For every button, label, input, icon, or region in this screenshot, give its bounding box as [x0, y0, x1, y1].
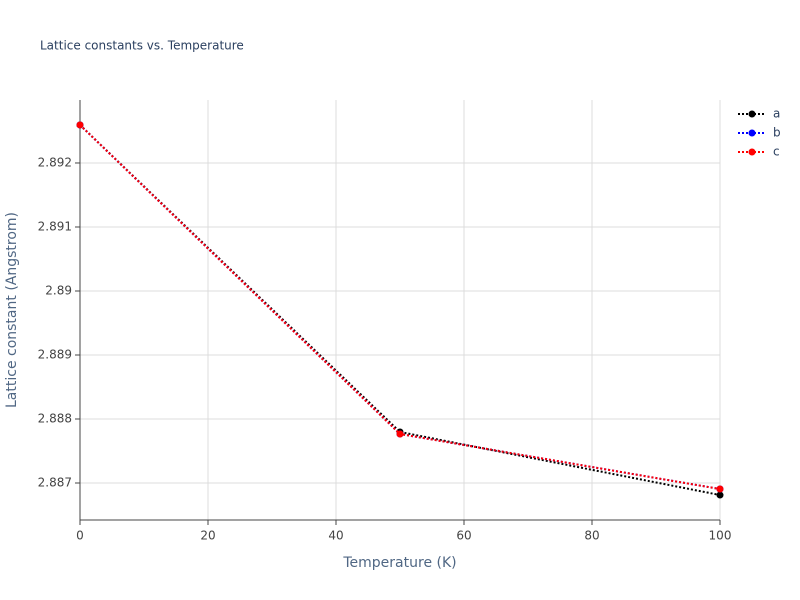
chart-title: Lattice constants vs. Temperature	[40, 39, 244, 53]
x-tick-label: 60	[456, 529, 471, 543]
legend-marker	[748, 148, 756, 156]
y-tick-label: 2.887	[38, 476, 72, 490]
x-tick-label: 80	[584, 529, 599, 543]
y-tick-label: 2.892	[38, 155, 72, 169]
y-axis-title: Lattice constant (Angstrom)	[4, 212, 20, 408]
point	[716, 485, 724, 493]
x-tick-label: 100	[709, 529, 732, 543]
series-line	[79, 124, 721, 497]
legend-marker	[748, 110, 756, 118]
point	[396, 430, 404, 438]
y-tick-label: 2.891	[38, 219, 72, 233]
legend-label: b	[773, 126, 781, 140]
legend-marker	[748, 129, 756, 137]
x-tick-label: 0	[76, 529, 84, 543]
point	[76, 121, 84, 129]
x-tick-label: 40	[328, 529, 343, 543]
x-axis-title: Temperature (K)	[342, 555, 456, 571]
y-tick-label: 2.89	[45, 283, 72, 297]
legend-label: c	[773, 145, 780, 159]
point	[716, 491, 724, 499]
y-tick-label: 2.889	[38, 347, 72, 361]
y-tick-label: 2.888	[38, 412, 72, 426]
legend-label: a	[773, 107, 780, 121]
x-tick-label: 20	[200, 529, 215, 543]
